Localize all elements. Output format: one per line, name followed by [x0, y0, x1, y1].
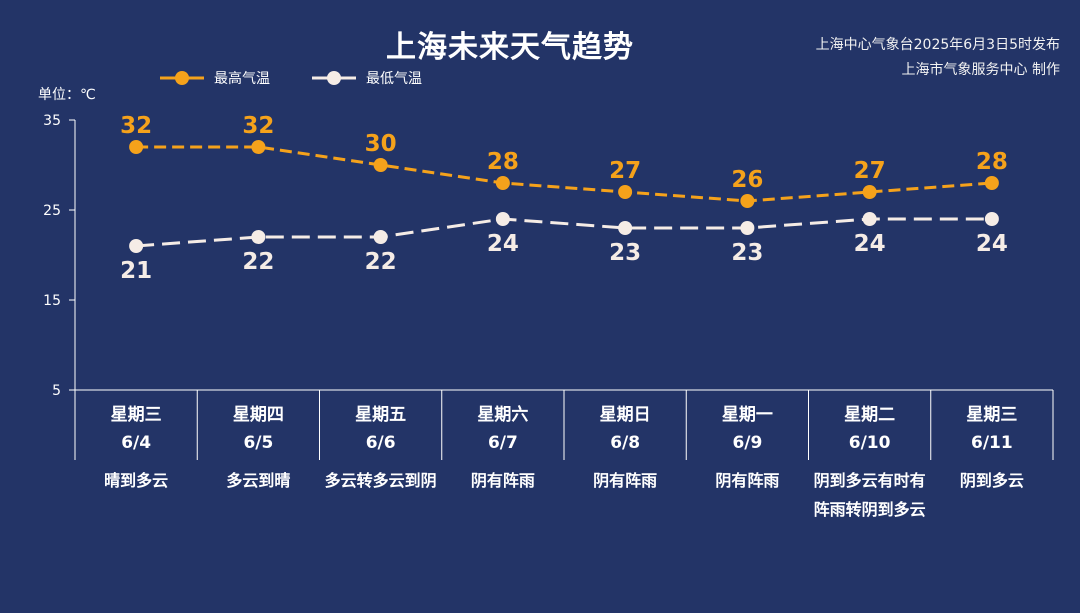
data-label-high: 27	[609, 158, 641, 184]
data-point-low	[984, 212, 999, 226]
weather-description: 阴有阵雨	[593, 471, 658, 490]
weekday-label: 星期三	[110, 405, 162, 425]
data-point-high	[862, 185, 877, 199]
date-label: 6/11	[971, 433, 1013, 453]
data-label-high: 32	[120, 113, 152, 139]
day-header: 星期五 6/6	[320, 395, 442, 453]
legend-item-low: 最低气温	[312, 68, 422, 88]
data-label-low: 23	[731, 240, 763, 266]
weekday-label: 星期六	[477, 405, 529, 425]
series-line-low	[136, 217, 992, 248]
y-tick-label: 5	[52, 383, 61, 399]
data-point-low	[495, 212, 510, 226]
data-label-low: 22	[365, 249, 397, 275]
source-line-1: 上海中心气象台2025年6月3日5时发布	[815, 37, 1060, 53]
weather-description: 晴到多云	[104, 471, 169, 490]
data-point-low	[251, 230, 266, 244]
weekday-label: 星期日	[599, 405, 651, 425]
data-label-low: 24	[976, 231, 1008, 257]
day-header: 星期二 6/10	[809, 395, 931, 453]
data-label-high: 28	[487, 149, 519, 175]
weather-description: 阴到多云有时有阵雨转阴到多云	[813, 471, 926, 519]
legend-marker-low	[312, 71, 356, 85]
data-point-high	[373, 158, 388, 172]
legend-marker-high	[160, 71, 204, 85]
weather-description: 阴有阵雨	[470, 471, 535, 490]
day-header: 星期六 6/7	[442, 395, 564, 453]
data-label-high: 30	[365, 131, 397, 157]
data-point-low	[862, 212, 877, 226]
data-label-high: 27	[854, 158, 886, 184]
weekday-label: 星期一	[721, 405, 773, 425]
data-point-high	[740, 194, 755, 208]
data-label-high: 26	[731, 167, 763, 193]
day-header: 星期四 6/5	[197, 395, 319, 453]
data-label-low: 23	[609, 240, 641, 266]
weekday-label: 星期五	[355, 405, 407, 425]
data-point-high	[129, 140, 144, 154]
weather-description: 多云到晴	[226, 471, 291, 490]
weather-description: 多云转多云到阴	[324, 471, 437, 490]
data-point-low	[129, 239, 144, 253]
data-point-low	[618, 221, 633, 235]
data-label-high: 28	[976, 149, 1008, 175]
chart-title: 上海未来天气趋势	[386, 30, 634, 65]
data-point-high	[984, 176, 999, 190]
weekday-label: 星期四	[232, 405, 284, 425]
day-header: 星期日 6/8	[564, 395, 686, 453]
date-label: 6/8	[610, 433, 641, 453]
date-label: 6/10	[848, 433, 891, 453]
data-label-low: 21	[120, 258, 152, 284]
source-info: 上海中心气象台2025年6月3日5时发布 上海市气象服务中心 制作	[816, 33, 1060, 83]
day-header: 星期三 6/11	[931, 395, 1053, 453]
date-label: 6/9	[732, 433, 763, 453]
data-point-high	[618, 185, 633, 199]
day-header: 星期三 6/4	[75, 395, 197, 453]
data-point-low	[740, 221, 755, 235]
weekday-label: 星期三	[966, 405, 1018, 425]
weather-description: 阴到多云	[959, 471, 1024, 490]
date-label: 6/7	[487, 433, 518, 453]
date-label: 6/4	[121, 433, 152, 453]
source-line-2: 上海市气象服务中心 制作	[901, 62, 1060, 78]
y-tick-label: 25	[43, 203, 61, 219]
date-label: 6/6	[365, 433, 396, 453]
weather-description: 阴有阵雨	[715, 471, 780, 490]
legend-item-high: 最高气温	[160, 68, 270, 88]
data-point-low	[373, 230, 388, 244]
data-label-low: 24	[854, 231, 886, 257]
date-label: 6/5	[243, 433, 274, 453]
data-point-high	[251, 140, 266, 154]
data-label-high: 32	[242, 113, 274, 139]
y-tick-label: 15	[43, 293, 61, 309]
data-point-high	[495, 176, 510, 190]
legend-label-low: 最低气温	[366, 71, 422, 87]
legend-label-high: 最高气温	[214, 71, 270, 87]
weekday-label: 星期二	[844, 405, 896, 425]
data-label-low: 24	[487, 231, 519, 257]
data-label-low: 22	[242, 249, 274, 275]
unit-label: 单位：℃	[38, 87, 96, 103]
y-tick-label: 35	[43, 113, 61, 129]
day-header: 星期一 6/9	[686, 395, 808, 453]
